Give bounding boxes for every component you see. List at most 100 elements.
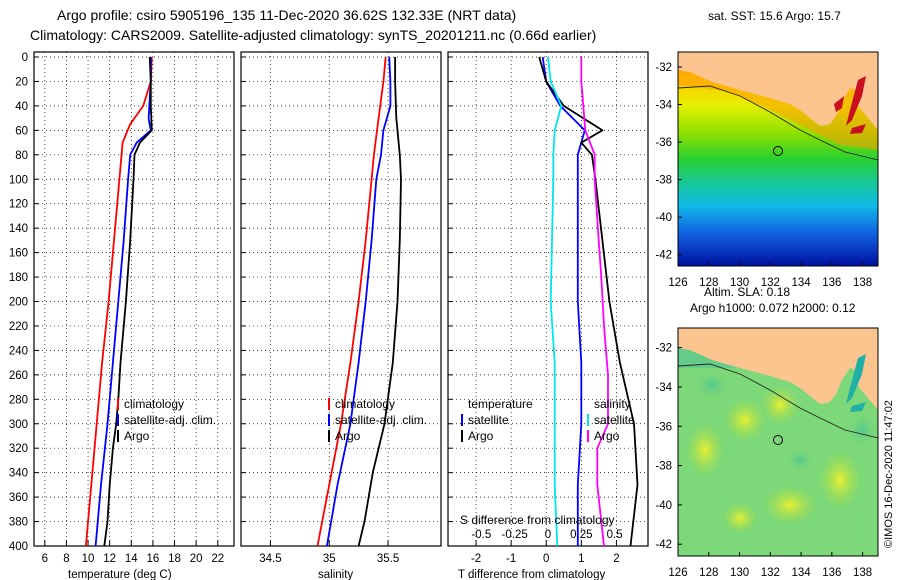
salinity-axis-label: salinity	[318, 569, 353, 580]
map-x-tick-label: 126	[668, 277, 687, 289]
map-x-tick-label: 126	[668, 567, 687, 579]
legend-swatch-satellite	[117, 414, 119, 426]
x-tick-label: 35.5	[377, 553, 399, 565]
panel-frame	[33, 51, 235, 547]
series-salinity-argo	[580, 57, 609, 546]
temperature-legend: climatology satellite-adj. clim. Argo	[117, 397, 216, 443]
sst-map	[678, 52, 878, 266]
legend-temperature-title: temperature	[468, 397, 533, 411]
s-difference-tick-label: -0.5	[471, 529, 491, 541]
y-tick-label: 80	[15, 150, 28, 162]
difference-legend: temperature satellite Argo salinity sate…	[461, 397, 635, 443]
y-tick-label: 20	[15, 76, 28, 88]
map-y-tick-label: -36	[655, 137, 672, 149]
sst-map-title: sat. SST: 15.6 Argo: 15.7	[708, 9, 841, 23]
map-y-tick-label: -42	[655, 250, 672, 262]
map-y-tick-label: -42	[655, 539, 672, 551]
legend-salinity-title: salinity	[594, 397, 631, 411]
y-tick-label: 0	[22, 52, 28, 64]
argo-position-marker	[773, 146, 783, 156]
sst-map-axes: 126 128 130 132 134 136 138 -32 -34 -36 -38 -40 -42	[655, 62, 872, 289]
map-y-tick-label: -40	[655, 500, 672, 512]
legend-swatch-climatology	[328, 398, 330, 410]
y-tick-label: 380	[9, 517, 28, 529]
series-satellite-adj-clim-	[326, 56, 392, 546]
series-argo	[357, 57, 402, 546]
map-x-tick-label: 136	[822, 277, 841, 289]
difference-panel: -2 -1 0 1 2	[447, 51, 649, 565]
legend-swatch-t-argo	[461, 430, 463, 442]
legend-argo: Argo	[124, 429, 150, 443]
map-y-tick-label: -40	[655, 212, 672, 224]
map-y-tick-label: -34	[655, 100, 672, 112]
map-x-tick-label: 136	[822, 567, 841, 579]
map-y-tick-label: -36	[655, 421, 672, 433]
temperature-panel: 6 8 10 12 14 16 18 20 22	[33, 51, 235, 565]
legend-swatch-s-argo	[587, 430, 589, 442]
y-tick-label: 160	[9, 248, 28, 260]
y-tick-label: 140	[9, 223, 28, 235]
argo-position-marker	[773, 435, 783, 445]
legend-s-satellite: satellite	[594, 413, 635, 427]
panel-frame	[447, 51, 649, 547]
x-tick-label: 0	[543, 553, 549, 565]
x-tick-label: 20	[190, 553, 203, 565]
x-tick-label: 10	[82, 553, 95, 565]
series-salinity-satellite	[547, 56, 563, 546]
x-tick-label: -1	[506, 553, 516, 565]
y-tick-label: 180	[9, 272, 28, 284]
series-climatology	[316, 56, 387, 546]
sla-map-subtitle: Argo h1000: 0.072 h2000: 0.12	[690, 301, 856, 315]
legend-s-argo: Argo	[594, 429, 620, 443]
y-tick-label: 320	[9, 443, 28, 455]
legend-satellite-adj: satellite-adj. clim.	[335, 413, 427, 427]
series-temperature-satellite	[541, 56, 586, 546]
x-tick-label: 14	[125, 553, 138, 565]
land	[678, 52, 878, 130]
series-argo	[103, 56, 153, 546]
map-x-tick-label: 134	[791, 277, 811, 289]
map-y-tick-label: -32	[655, 62, 672, 74]
s-difference-tick-label: -0.25	[502, 529, 528, 541]
figure-title-2: Climatology: CARS2009. Satellite-adjuste…	[30, 27, 596, 43]
legend-swatch-s-satellite	[587, 414, 589, 426]
map-x-tick-label: 130	[730, 567, 749, 579]
y-tick-label: 40	[15, 101, 28, 113]
legend-swatch-climatology	[117, 398, 119, 410]
s-difference-tick-label: 0	[545, 529, 551, 541]
x-tick-label: 34.5	[259, 553, 281, 565]
map-x-tick-label: 128	[699, 567, 718, 579]
y-tick-label: 340	[9, 468, 28, 480]
salinity-legend: climatology satellite-adj. clim. Argo	[328, 397, 427, 443]
map-x-tick-label: 132	[761, 277, 780, 289]
s-difference-ticks: -0.5 -0.25 0 0.25 0.5	[471, 529, 622, 541]
map-x-tick-label: 138	[853, 277, 872, 289]
sla-map-title: Altim. SLA: 0.18	[704, 285, 790, 299]
x-tick-label: 16	[147, 553, 160, 565]
legend-swatch-argo	[117, 430, 119, 442]
y-tick-label: 400	[9, 541, 28, 553]
map-x-tick-label: 138	[853, 567, 872, 579]
s-difference-tick-label: 0.5	[607, 529, 623, 541]
depth-axis: 0 20 40 60 80 100 120 140 160 180 200 220 240 260 280 3…	[9, 52, 453, 553]
y-tick-label: 60	[15, 125, 28, 137]
legend-swatch-argo	[328, 430, 330, 442]
x-tick-label: 22	[211, 553, 224, 565]
legend-argo: Argo	[335, 429, 361, 443]
sla-map-axes: 126 128 130 132 134 136 138 -32 -34 -36 -38 -40 -42	[655, 343, 872, 579]
legend-swatch-t-satellite	[461, 414, 463, 426]
series-climatology	[85, 56, 153, 546]
figure-title-1: Argo profile: csiro 5905196_135 11-Dec-2…	[57, 7, 516, 23]
x-tick-label: 18	[168, 553, 181, 565]
y-tick-label: 220	[9, 321, 28, 333]
y-tick-label: 100	[9, 174, 28, 186]
legend-swatch-satellite	[328, 414, 330, 426]
s-difference-axis-label: S difference from climatology	[460, 513, 615, 527]
y-tick-label: 240	[9, 345, 28, 357]
legend-climatology: climatology	[335, 397, 395, 411]
y-tick-label: 280	[9, 394, 28, 406]
map-y-tick-label: -38	[655, 461, 672, 473]
x-tick-label: 8	[63, 553, 69, 565]
x-tick-label: -2	[471, 553, 481, 565]
